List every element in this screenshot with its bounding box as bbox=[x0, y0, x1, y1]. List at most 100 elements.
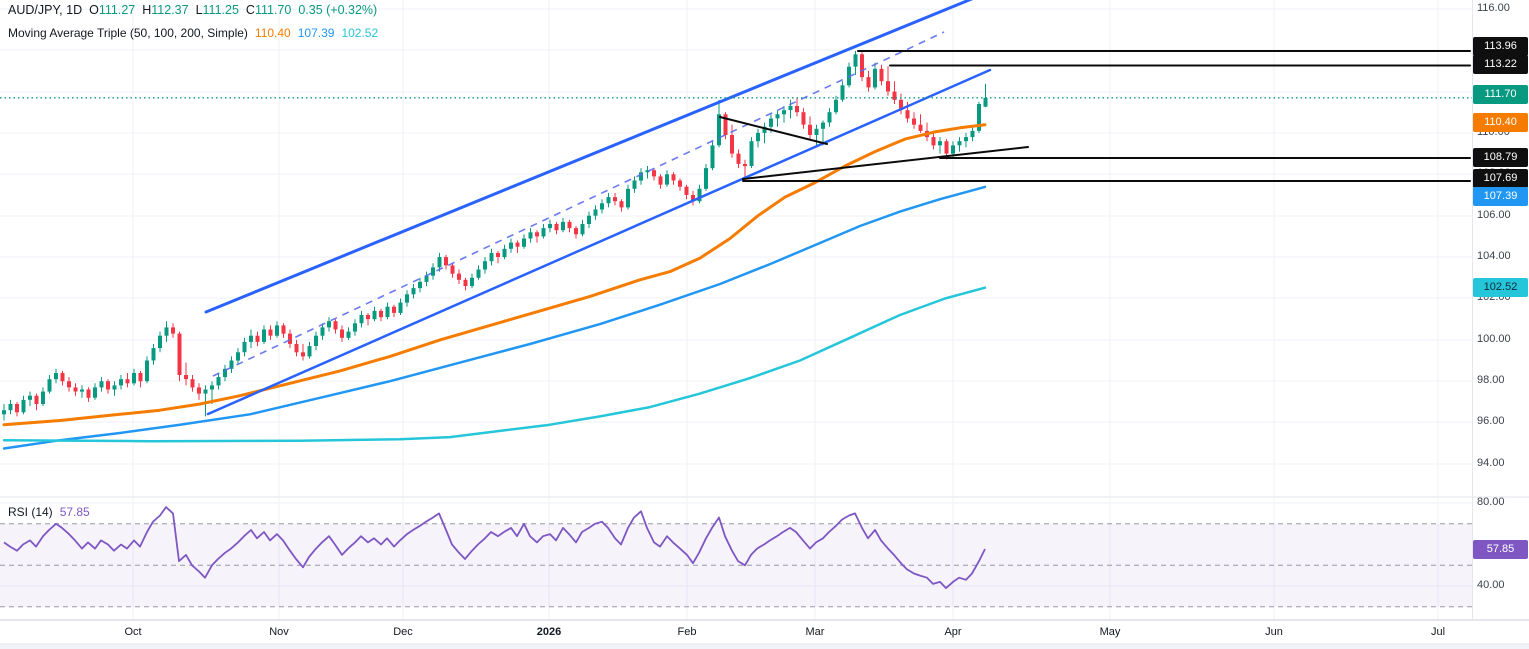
candle-body bbox=[281, 325, 286, 334]
candle-body bbox=[171, 327, 175, 334]
candle-body bbox=[496, 252, 500, 257]
time-tick-mar[interactable]: Mar bbox=[805, 626, 825, 638]
rsi-line bbox=[3, 506, 986, 589]
price-tick-label: 96.00 bbox=[1477, 415, 1505, 427]
candle-body bbox=[314, 335, 318, 346]
time-tick-jul[interactable]: Jul bbox=[1430, 626, 1446, 638]
candle-body bbox=[450, 265, 455, 274]
price-label-chip: 113.22 bbox=[1473, 55, 1528, 74]
candle-body bbox=[73, 387, 78, 392]
candle-body bbox=[678, 180, 682, 187]
candle-body bbox=[418, 281, 422, 289]
candle-body bbox=[223, 368, 227, 378]
channel-midline-dashed bbox=[212, 31, 945, 377]
candle-body bbox=[392, 306, 396, 313]
symbol-title[interactable]: AUD/JPY, 1D bbox=[8, 3, 83, 17]
ma-value: 110.40 bbox=[254, 26, 291, 40]
candle-body bbox=[736, 153, 741, 164]
ohlc-value: 112.37 bbox=[151, 3, 189, 17]
candle-body bbox=[717, 114, 721, 146]
candle-body bbox=[782, 110, 786, 115]
candle-body bbox=[814, 128, 819, 135]
candle-body bbox=[2, 410, 6, 415]
candle-body bbox=[8, 404, 13, 411]
candle-body bbox=[15, 404, 19, 413]
candle-body bbox=[249, 335, 253, 342]
time-tick-nov[interactable]: Nov bbox=[269, 626, 289, 638]
candle-body bbox=[567, 221, 572, 229]
candle-body bbox=[385, 306, 390, 317]
candle-body bbox=[294, 344, 299, 353]
time-tick-jun[interactable]: Jun bbox=[1265, 626, 1283, 638]
candle-body bbox=[580, 224, 585, 235]
candle-body bbox=[210, 385, 214, 390]
candle-body bbox=[197, 387, 201, 394]
price-label-chip: 107.69 bbox=[1473, 169, 1528, 188]
time-tick-apr[interactable]: Apr bbox=[944, 626, 962, 638]
rsi-indicator-title[interactable]: RSI (14) bbox=[8, 505, 53, 519]
candle-body bbox=[535, 232, 539, 237]
candle-body bbox=[619, 201, 624, 208]
channel_upper bbox=[204, 0, 974, 314]
candle-body bbox=[470, 277, 474, 287]
candle-body bbox=[268, 329, 273, 336]
time-tick-oct[interactable]: Oct bbox=[124, 626, 142, 638]
candle-body bbox=[840, 85, 845, 100]
candle-body bbox=[834, 99, 838, 113]
symbol-legend[interactable]: AUD/JPY, 1D O111.27 H112.37 L111.25 C111.70… bbox=[8, 3, 377, 17]
ohlc-h: H112.37 bbox=[142, 3, 188, 17]
candle-body bbox=[561, 221, 565, 231]
time-tick-2026[interactable]: 2026 bbox=[536, 626, 562, 638]
candle-body bbox=[665, 174, 669, 185]
candle-body bbox=[112, 385, 117, 390]
ohlc-key: H bbox=[142, 3, 152, 17]
candle-body bbox=[405, 294, 409, 303]
ohlc-key: L bbox=[195, 3, 203, 17]
ohlc-value: 111.70 bbox=[254, 3, 292, 17]
candle-body bbox=[190, 379, 195, 388]
candle-body bbox=[333, 321, 338, 330]
time-tick-feb[interactable]: Feb bbox=[677, 626, 697, 638]
candle-body bbox=[918, 124, 923, 131]
candlestick-series bbox=[2, 51, 988, 421]
price-tick-label: 94.00 bbox=[1477, 457, 1505, 469]
candle-body bbox=[574, 228, 578, 235]
candle-body bbox=[691, 195, 695, 202]
flag-upper[interactable] bbox=[719, 116, 828, 145]
ma-indicator-title[interactable]: Moving Average Triple (50, 100, 200, Sim… bbox=[8, 26, 248, 40]
candle-body bbox=[912, 118, 916, 125]
candle-body bbox=[749, 141, 754, 166]
candle-body bbox=[697, 188, 702, 202]
rsi-legend[interactable]: RSI (14) 57.85 bbox=[8, 505, 90, 519]
ohlc-value: 111.25 bbox=[202, 3, 239, 17]
candle-body bbox=[853, 54, 858, 67]
candle-body bbox=[21, 399, 26, 413]
candle-body bbox=[723, 114, 728, 135]
candle-body bbox=[788, 106, 793, 111]
price-tick-label: 104.00 bbox=[1477, 250, 1511, 262]
candle-body bbox=[158, 335, 162, 349]
candle-body bbox=[359, 315, 364, 324]
candle-body bbox=[769, 118, 773, 127]
candle-body bbox=[151, 348, 156, 361]
price-label-chip: 110.40 bbox=[1473, 113, 1528, 132]
ma-legend[interactable]: Moving Average Triple (50, 100, 200, Sim… bbox=[8, 26, 378, 40]
candle-body bbox=[554, 224, 559, 231]
candle-body bbox=[398, 302, 403, 313]
candle-body bbox=[977, 104, 981, 131]
candle-body bbox=[756, 132, 760, 142]
time-tick-may[interactable]: May bbox=[1099, 626, 1121, 638]
candle-body bbox=[216, 377, 221, 386]
channel_lower bbox=[206, 68, 992, 416]
candle-body bbox=[860, 54, 864, 78]
ohlc-c: C111.70 bbox=[246, 3, 291, 17]
rising-trendline[interactable] bbox=[742, 146, 1029, 180]
price-tick-label: 80.00 bbox=[1477, 496, 1505, 508]
candle-body bbox=[899, 99, 903, 111]
candle-body bbox=[301, 352, 305, 357]
candle-body bbox=[951, 145, 955, 154]
candle-body bbox=[957, 141, 962, 146]
ohlc-o: O111.27 bbox=[89, 3, 135, 17]
time-tick-dec[interactable]: Dec bbox=[393, 626, 413, 638]
